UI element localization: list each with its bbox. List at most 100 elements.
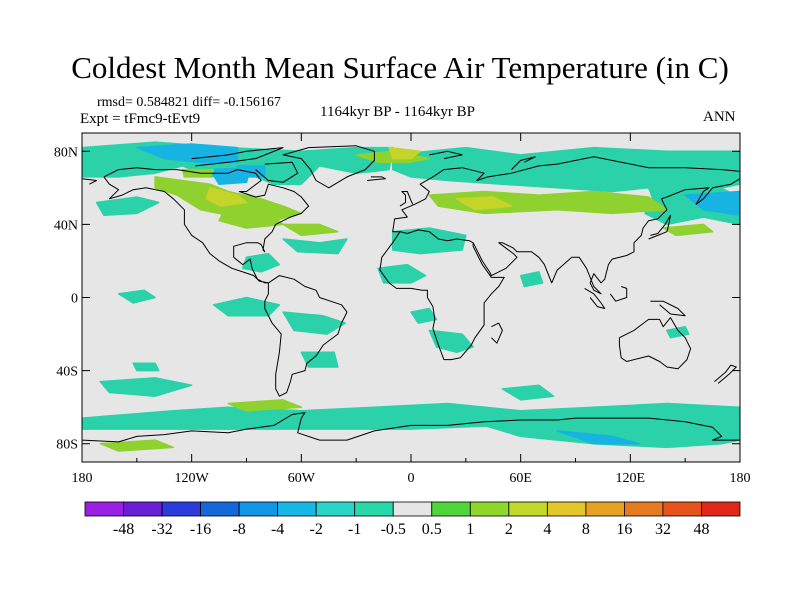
colorbar-box-9	[431, 501, 471, 517]
colorbar-label-9: 1	[466, 521, 474, 538]
colorbar-label-4: -4	[271, 521, 284, 538]
anomaly-patch-37	[388, 146, 421, 160]
anomaly-patch-38	[236, 165, 266, 178]
coastline-17	[367, 176, 386, 181]
colorbar-label-12: 8	[582, 521, 590, 538]
anomaly-patch-16	[410, 307, 438, 324]
colorbar-label-5: -2	[310, 521, 323, 538]
colorbar-label-8: 0.5	[422, 521, 442, 538]
anomaly-patch-23	[132, 362, 160, 372]
colorbar-label-2: -16	[190, 521, 211, 538]
colorbar-label-11: 4	[543, 521, 551, 538]
colorbar-label-7: -0.5	[381, 521, 406, 538]
anomaly-patch-1	[136, 143, 239, 163]
coastline-15	[648, 214, 671, 240]
coastline-20	[82, 412, 740, 443]
coastline-1	[264, 275, 348, 397]
anomaly-patch-31	[282, 223, 339, 237]
coastline-10	[618, 317, 692, 370]
coastline-8	[379, 229, 505, 361]
colorbar-label-3: -8	[232, 521, 245, 538]
anomaly-patch-33	[227, 399, 303, 412]
x-tick-label-1: 120W	[175, 471, 210, 486]
coastline-18	[429, 150, 463, 160]
anomaly-patch-14	[282, 311, 346, 335]
anomaly-patch-15	[300, 351, 339, 368]
x-tick-label-0: 180	[72, 471, 93, 486]
coastline-16	[399, 191, 414, 207]
colorbar: -48 -32 -16 -8 -4 -2 -1 -0.5 0.5 1 2 4 8 16 32 48	[84, 501, 741, 538]
y-tick-label-0: 80N	[54, 145, 78, 160]
coastline-13	[584, 287, 606, 309]
y-tick-label-2: 0	[71, 292, 78, 307]
anomaly-patch-35	[205, 187, 248, 207]
colorbar-box-6	[315, 501, 356, 517]
anomaly-patch-10	[377, 263, 427, 284]
period-label: 1164kyr BP - 1164kyr BP	[320, 104, 476, 120]
coastlines	[82, 145, 740, 443]
coastline-2	[282, 145, 375, 189]
colorbar-box-4	[238, 501, 279, 517]
colorbar-box-8	[392, 501, 433, 517]
x-tick-label-2: 60W	[288, 471, 316, 486]
anomaly-patch-21	[446, 417, 740, 449]
colorbar-box-13	[585, 501, 625, 517]
coastline-12	[650, 300, 686, 317]
experiment-label: Expt = tFmc9-tEvt9	[80, 111, 201, 127]
colorbar-box-3	[200, 501, 240, 517]
coastline-7	[472, 178, 740, 295]
x-tick-label-5: 120E	[616, 471, 646, 486]
coastline-0	[103, 167, 310, 284]
anomaly-patch-8	[282, 238, 348, 255]
coastline-14	[609, 286, 628, 302]
y-tick-label-3: 40S	[56, 365, 78, 380]
coastline-3	[255, 161, 299, 183]
anomaly-patch-32	[662, 223, 714, 237]
colorbar-label-6: -1	[348, 521, 361, 538]
anomaly-patch-7	[95, 196, 160, 217]
colorbar-label-10: 2	[505, 521, 513, 538]
anomaly-patch-25	[519, 271, 544, 288]
colorbar-label-1: -32	[151, 521, 172, 538]
anomaly-field	[82, 141, 740, 452]
coastline-11	[714, 364, 737, 384]
rmsd-diff-stats: rmsd= 0.584821 diff= -0.156167	[97, 95, 281, 110]
anomaly-patch-17	[428, 329, 474, 354]
colorbar-label-13: 16	[616, 521, 632, 538]
chart-title: Coldest Month Mean Surface Air Temperatu…	[71, 50, 729, 85]
anomaly-patch-20	[99, 377, 193, 397]
y-axis-ticks: 80N 40N 0 40S 80S	[54, 145, 740, 453]
colorbar-box-16	[701, 501, 741, 517]
anomaly-patch-36	[455, 196, 513, 211]
colorbar-label-0: -48	[113, 521, 134, 538]
coastline-4	[191, 147, 284, 167]
anomaly-patch-13	[117, 289, 156, 304]
colorbar-box-11	[508, 501, 548, 517]
x-tick-label-4: 60E	[509, 471, 532, 486]
anomaly-patch-12	[212, 296, 281, 317]
anomaly-patch-24	[666, 325, 690, 339]
x-tick-label-6: 180	[730, 471, 751, 486]
colorbar-box-1	[123, 501, 163, 517]
colorbar-box-14	[624, 501, 664, 517]
colorbar-box-10	[469, 501, 510, 517]
coastline-6	[82, 178, 98, 185]
season-label: ANN	[703, 109, 736, 125]
x-tick-label-3: 0	[408, 471, 415, 486]
coastline-9	[491, 322, 503, 344]
colorbar-box-12	[546, 501, 587, 517]
colorbar-label-15: 48	[693, 521, 709, 538]
anomaly-patch-30	[218, 201, 284, 229]
anomaly-patch-34	[99, 439, 175, 452]
y-tick-label-1: 40N	[54, 218, 78, 233]
colorbar-box-7	[354, 501, 394, 517]
anomaly-patch-22	[556, 430, 641, 445]
x-axis-ticks: 180 120W 60W 0 60E 120E 180	[72, 133, 751, 486]
anomaly-patch-6	[684, 190, 740, 217]
coastline-19	[511, 156, 536, 170]
colorbar-box-2	[161, 501, 201, 517]
colorbar-box-15	[662, 501, 702, 517]
colorbar-label-14: 32	[655, 521, 671, 538]
coastline-5	[392, 156, 740, 233]
